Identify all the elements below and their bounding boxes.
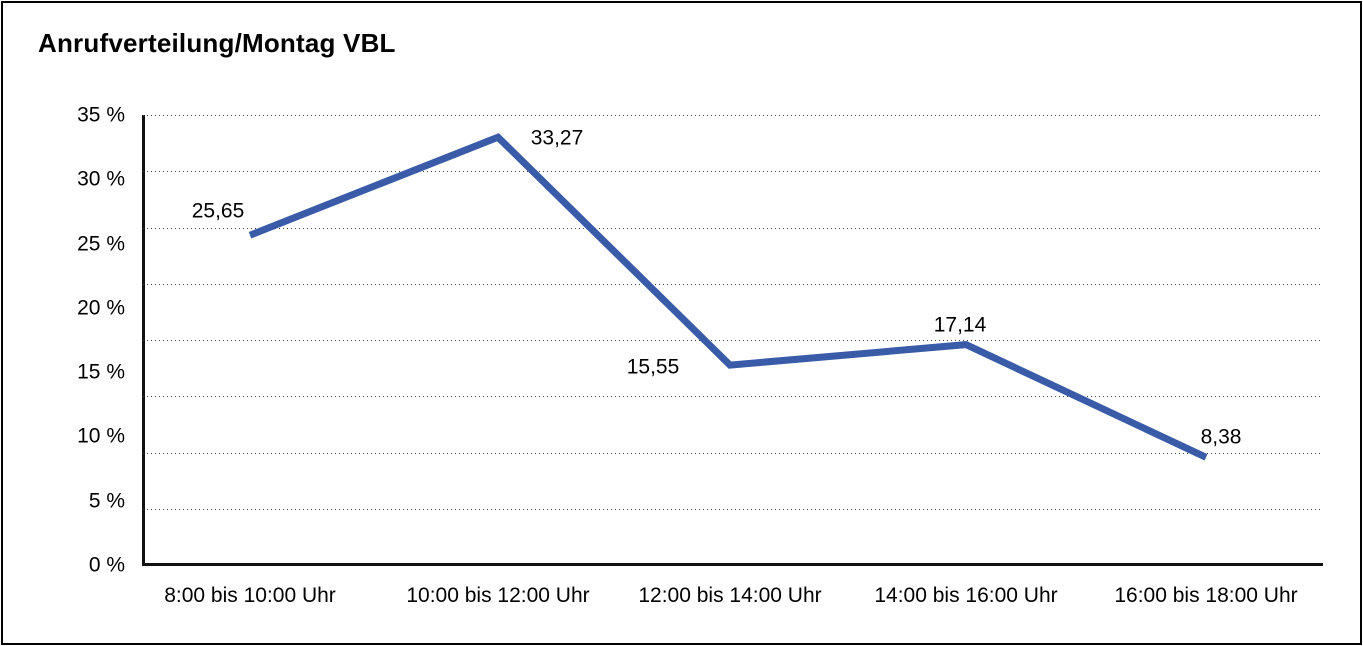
gridline: [143, 227, 1323, 229]
y-tick-label: 5 %: [88, 489, 125, 513]
x-axis-label: 16:00 bis 18:00 Uhr: [1114, 584, 1298, 607]
y-tick-label: 25 %: [77, 232, 125, 256]
y-tick-label: 30 %: [77, 167, 125, 191]
y-tick-label: 10 %: [77, 424, 125, 448]
gridline: [143, 508, 1323, 510]
x-axis-line: [142, 563, 1323, 566]
x-axis-label: 10:00 bis 12:00 Uhr: [406, 584, 590, 607]
y-tick-label: 35 %: [77, 103, 125, 127]
x-axis-label: 8:00 bis 10:00 Uhr: [164, 584, 336, 607]
gridline: [143, 452, 1323, 454]
x-axis-label: 14:00 bis 16:00 Uhr: [874, 584, 1058, 607]
value-label: 25,65: [191, 199, 245, 223]
gridline: [143, 283, 1323, 285]
y-tick-label: 15 %: [77, 360, 125, 384]
data-line: [248, 133, 1208, 461]
gridline: [143, 115, 1323, 116]
x-axis-label: 12:00 bis 14:00 Uhr: [638, 584, 822, 607]
value-label: 17,14: [933, 313, 987, 337]
gridline: [143, 171, 1323, 173]
y-tick-label: 20 %: [77, 296, 125, 320]
value-label: 15,55: [626, 355, 680, 379]
value-label: 33,27: [530, 126, 584, 150]
y-tick-label: 0 %: [88, 553, 125, 577]
gridline: [143, 396, 1323, 398]
chart-title: Anrufverteilung/Montag VBL: [38, 28, 396, 58]
value-label: 8,38: [1200, 425, 1242, 449]
gridline: [143, 340, 1323, 341]
